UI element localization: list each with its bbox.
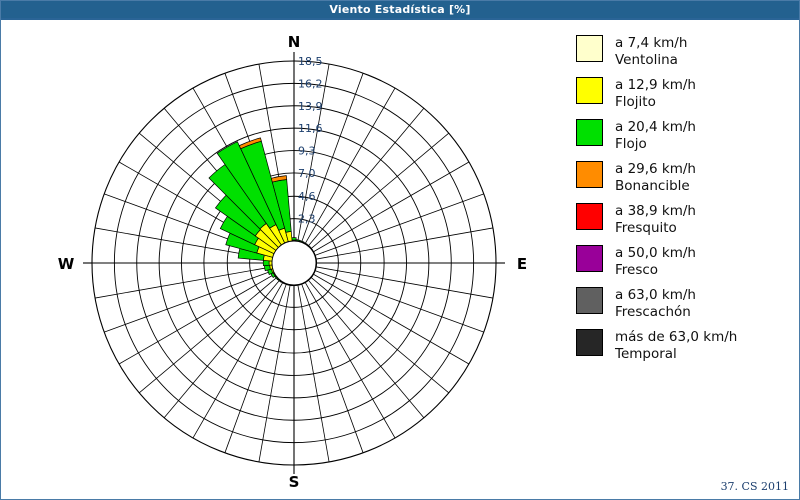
legend-name-label: Flojo — [615, 135, 647, 152]
radial-tick-label: 13,9 — [298, 100, 323, 113]
legend-label: a 12,9 km/h Flojito — [615, 77, 696, 110]
wind-rose-plot: 2,3 4,6 7,0 9,3 11,6 13,9 16,2 18,5 N E S W — [3, 21, 563, 498]
grid-spoke — [307, 279, 425, 418]
legend-name-label: Ventolina — [615, 51, 678, 68]
legend: a 7,4 km/h Ventolina a 12,9 km/h Flojito a 2… — [576, 35, 791, 371]
legend-color-swatch — [576, 35, 603, 62]
compass-label-east: E — [517, 255, 527, 273]
compass-label-west: W — [58, 255, 75, 273]
grid-spoke — [224, 283, 287, 453]
wind-rose-petal-segment — [291, 237, 297, 241]
legend-item[interactable]: a 50,0 km/h Fresco — [576, 245, 791, 278]
wind-rose-svg: 2,3 4,6 7,0 9,3 11,6 13,9 16,2 18,5 N E S W — [58, 33, 527, 491]
legend-color-swatch — [576, 77, 603, 104]
grid-spoke — [163, 279, 281, 418]
radial-tick-label: 9,3 — [298, 145, 316, 158]
legend-label: a 63,0 km/h Frescachón — [615, 287, 696, 320]
legend-color-swatch — [576, 287, 603, 314]
legend-color-swatch — [576, 329, 603, 356]
grid-spoke — [310, 132, 449, 250]
legend-speed-label: a 12,9 km/h — [615, 77, 696, 93]
legend-name-label: Fresco — [615, 261, 659, 278]
grid-spoke — [312, 161, 470, 253]
legend-label: a 29,6 km/h Bonancible — [615, 161, 696, 194]
legend-speed-label: a 38,9 km/h — [615, 203, 696, 219]
grid-spoke — [304, 87, 396, 245]
legend-speed-label: a 63,0 km/h — [615, 287, 696, 303]
legend-label: a 50,0 km/h Fresco — [615, 245, 696, 278]
legend-item[interactable]: a 63,0 km/h Frescachón — [576, 287, 791, 320]
compass-labels: N E S W — [58, 33, 527, 491]
grid-spoke — [314, 193, 484, 256]
legend-item[interactable]: a 7,4 km/h Ventolina — [576, 35, 791, 68]
radial-tick-label: 18,5 — [298, 55, 323, 68]
grid-spoke — [192, 281, 284, 439]
legend-color-swatch — [576, 245, 603, 272]
compass-label-south: S — [289, 473, 300, 491]
grid-spoke — [301, 283, 364, 453]
footer-credit: 37. CS 2011 — [720, 480, 789, 493]
legend-speed-label: a 50,0 km/h — [615, 245, 696, 261]
wind-rose-petal-segment — [262, 259, 270, 267]
legend-name-label: Bonancible — [615, 177, 690, 194]
grid-spoke — [104, 270, 274, 333]
grid-spoke — [307, 108, 425, 247]
grid-spoke — [139, 276, 278, 394]
legend-speed-label: más de 63,0 km/h — [615, 329, 738, 345]
legend-label: a 7,4 km/h Ventolina — [615, 35, 687, 68]
radial-tick-label: 7,0 — [298, 167, 316, 180]
legend-item[interactable]: a 29,6 km/h Bonancible — [576, 161, 791, 194]
legend-speed-label: a 29,6 km/h — [615, 161, 696, 177]
legend-label: a 20,4 km/h Flojo — [615, 119, 696, 152]
legend-name-label: Frescachón — [615, 303, 691, 320]
radial-tick-label: 2,3 — [298, 213, 316, 226]
wind-rose-petal-segment — [238, 137, 262, 150]
grid-spoke — [310, 276, 449, 394]
grid-spoke — [297, 284, 330, 463]
legend-label: más de 63,0 km/h Temporal — [615, 329, 737, 362]
wind-rose-petal-segment — [216, 141, 277, 229]
center-hub — [271, 240, 317, 286]
window-title-bar: Viento Estadística [%] — [1, 1, 799, 18]
legend-item[interactable]: a 38,9 km/h Fresquito — [576, 203, 791, 236]
window-title: Viento Estadística [%] — [329, 3, 471, 16]
radial-tick-label: 11,6 — [298, 122, 323, 135]
radial-tick-label: 16,2 — [298, 77, 323, 90]
legend-name-label: Fresquito — [615, 219, 677, 236]
radial-tick-label: 4,6 — [298, 190, 316, 203]
grid-spoke — [315, 227, 494, 260]
grid-spoke — [258, 284, 291, 463]
grid-spoke — [297, 63, 330, 242]
legend-name-label: Flojito — [615, 93, 656, 110]
grid-spoke — [118, 273, 276, 365]
legend-item[interactable]: a 20,4 km/h Flojo — [576, 119, 791, 152]
grid-spoke — [315, 266, 494, 299]
legend-color-swatch — [576, 161, 603, 188]
compass-label-north: N — [288, 33, 301, 51]
legend-item[interactable]: más de 63,0 km/h Temporal — [576, 329, 791, 362]
calm-center-circle — [271, 240, 317, 286]
legend-speed-label: a 7,4 km/h — [615, 35, 688, 51]
legend-name-label: Temporal — [615, 345, 677, 362]
radial-tick-labels: 2,3 4,6 7,0 9,3 11,6 13,9 16,2 18,5 — [298, 55, 323, 226]
legend-item[interactable]: a 12,9 km/h Flojito — [576, 77, 791, 110]
grid-spoke — [94, 266, 273, 299]
grid-spoke — [312, 273, 470, 365]
legend-color-swatch — [576, 119, 603, 146]
legend-color-swatch — [576, 203, 603, 230]
wind-rose-petal-segment — [270, 175, 288, 183]
grid-spoke — [304, 281, 396, 439]
grid-spoke — [314, 270, 484, 333]
legend-label: a 38,9 km/h Fresquito — [615, 203, 696, 236]
legend-speed-label: a 20,4 km/h — [615, 119, 696, 135]
wind-rose-petal-segment — [263, 264, 271, 272]
title-bar-divider — [1, 18, 799, 20]
grid-spoke — [301, 73, 364, 243]
